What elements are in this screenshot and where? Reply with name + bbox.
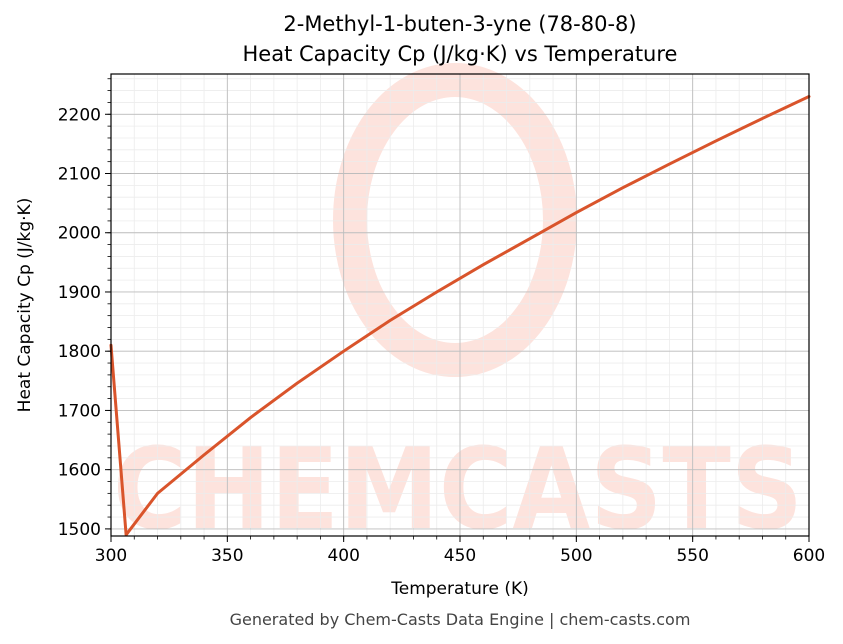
y-tick-label: 1500 <box>58 520 101 540</box>
watermark-logo: CHEMCASTS <box>113 63 803 555</box>
y-tick-label: 1800 <box>58 342 101 362</box>
x-tick-label: 450 <box>444 546 476 566</box>
y-tick-label: 2200 <box>58 105 101 125</box>
watermark-text: CHEMCASTS <box>113 425 803 555</box>
x-tick-label: 300 <box>95 546 127 566</box>
major-grid <box>110 74 810 536</box>
x-tick-label: 500 <box>560 546 592 566</box>
x-axis-label: Temperature (K) <box>390 579 529 599</box>
y-axis-ticks: 1500 1600 1700 1800 1900 2000 2100 2200 <box>58 78 111 540</box>
x-tick-label: 550 <box>676 546 708 566</box>
series-layer <box>109 95 811 537</box>
x-tick-label: 400 <box>327 546 359 566</box>
x-tick-label: 350 <box>211 546 243 566</box>
y-tick-label: 2100 <box>58 165 101 185</box>
x-tick-label: 600 <box>793 546 825 566</box>
y-tick-label: 1700 <box>58 401 101 421</box>
chart-subtitle: Heat Capacity Cp (J/kg·K) vs Temperature <box>243 42 678 66</box>
footer-credit: Generated by Chem-Casts Data Engine | ch… <box>230 610 691 629</box>
y-tick-label: 2000 <box>58 224 101 244</box>
x-axis-ticks: 300 350 400 450 500 550 600 <box>95 536 825 566</box>
y-tick-label: 1600 <box>58 461 101 481</box>
y-axis-label: Heat Capacity Cp (J/kg·K) <box>15 198 35 413</box>
y-tick-label: 1900 <box>58 283 101 303</box>
watermark-swirl <box>333 63 577 377</box>
series-line <box>109 95 811 537</box>
chart-title: 2-Methyl-1-buten-3-yne (78-80-8) <box>283 12 636 36</box>
